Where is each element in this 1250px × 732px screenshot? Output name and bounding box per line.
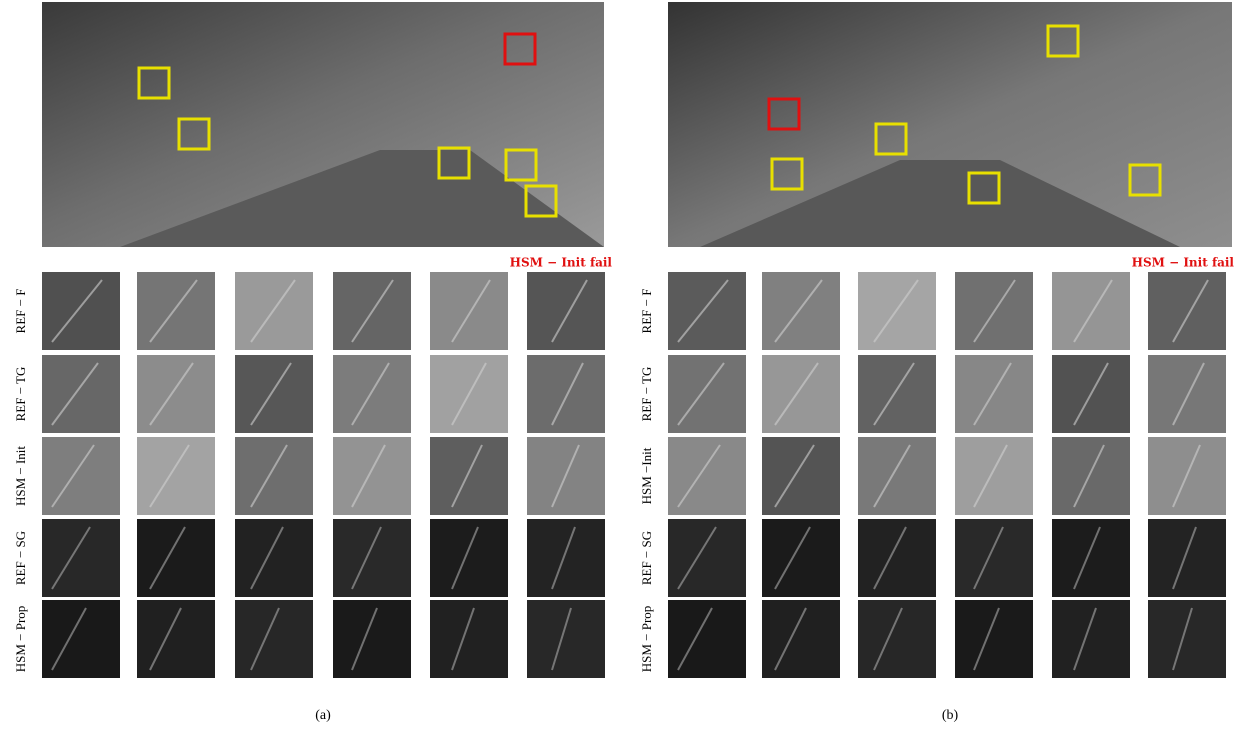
image-patch: [333, 519, 411, 597]
image-patch: [430, 272, 508, 350]
image-patch: [1148, 519, 1226, 597]
image-patch: [1052, 519, 1130, 597]
image-patch: [1052, 272, 1130, 350]
row-label: REF − TG: [639, 367, 654, 422]
row-label: HSM − Prop: [13, 606, 28, 673]
image-patch: [1148, 600, 1226, 678]
image-patch: [333, 355, 411, 433]
figure: HSM − Init fail HSM − Init fail (a) (b) …: [0, 0, 1250, 732]
image-patch: [955, 437, 1033, 515]
image-patch: [858, 355, 936, 433]
image-patch: [762, 519, 840, 597]
image-patch: [762, 600, 840, 678]
image-patch: [1052, 600, 1130, 678]
image-patch: [137, 519, 215, 597]
image-patch: [527, 600, 605, 678]
image-patch: [430, 600, 508, 678]
row-label: REF − TG: [13, 367, 28, 422]
image-patch: [1148, 355, 1226, 433]
row-label: HSM − Init: [13, 446, 28, 506]
image-patch: [858, 437, 936, 515]
image-patch: [430, 437, 508, 515]
row-label: REF − F: [639, 289, 654, 334]
image-patch: [137, 600, 215, 678]
row-label: REF − F: [13, 289, 28, 334]
image-patch: [527, 272, 605, 350]
image-patch: [235, 519, 313, 597]
image-patch: [333, 437, 411, 515]
image-patch: [137, 272, 215, 350]
image-patch: [762, 272, 840, 350]
image-patch: [527, 355, 605, 433]
image-patch: [137, 355, 215, 433]
image-patch: [333, 600, 411, 678]
image-patch: [858, 519, 936, 597]
image-patch: [527, 519, 605, 597]
row-label: HSM −Init: [639, 447, 654, 504]
image-patch: [955, 600, 1033, 678]
row-label: REF − SG: [13, 531, 28, 585]
image-patch: [235, 600, 313, 678]
image-patch: [137, 437, 215, 515]
image-patch: [762, 355, 840, 433]
image-patch: [955, 355, 1033, 433]
image-patch: [235, 437, 313, 515]
image-patch: [955, 519, 1033, 597]
image-patch: [1052, 437, 1130, 515]
image-patch: [430, 519, 508, 597]
caption: (a): [315, 708, 331, 723]
fail-label: HSM − Init fail: [1132, 256, 1235, 270]
image-patch: [858, 600, 936, 678]
row-label: REF − SG: [639, 531, 654, 585]
image-patch: [762, 437, 840, 515]
caption: (b): [942, 708, 959, 723]
image-patch: [1148, 272, 1226, 350]
image-patch: [235, 355, 313, 433]
row-label: HSM − Prop: [639, 606, 654, 673]
fail-label: HSM − Init fail: [510, 256, 613, 270]
